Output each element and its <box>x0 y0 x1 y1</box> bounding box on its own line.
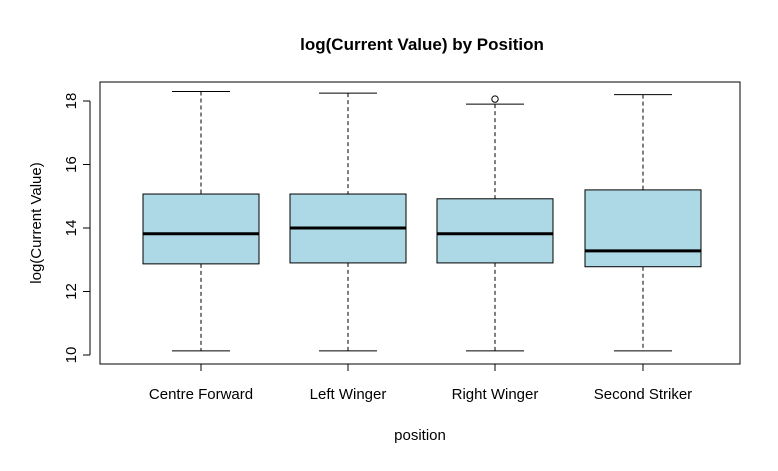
box-4 <box>584 94 702 352</box>
chart-title: log(Current Value) by Position <box>300 35 544 54</box>
boxes-layer <box>142 90 702 352</box>
x-tick-label: Right Winger <box>452 386 539 403</box>
y-tick-label: 18 <box>63 93 80 110</box>
box-3 <box>436 95 554 352</box>
y-tick-label: 16 <box>63 156 80 173</box>
x-tick-label: Second Striker <box>594 386 692 403</box>
iqr-box <box>584 189 702 268</box>
iqr-box <box>436 198 554 264</box>
outlier-point <box>491 95 499 103</box>
y-tick-label: 12 <box>63 283 80 300</box>
y-axis: 10 12 14 16 18 <box>63 93 91 364</box>
box-1 <box>142 90 260 352</box>
x-tick-label: Left Winger <box>310 386 387 403</box>
plot-frame <box>99 81 741 365</box>
y-tick-label: 14 <box>63 220 80 237</box>
y-tick-label: 10 <box>63 347 80 364</box>
x-axis: Centre Forward Left Winger Right Winger Sec… <box>149 364 692 403</box>
x-axis-label: position <box>394 427 446 444</box>
y-axis-label: log(Current Value) <box>28 162 45 283</box>
x-tick-label: Centre Forward <box>149 386 253 403</box>
box-2 <box>289 92 407 352</box>
iqr-box <box>142 193 260 265</box>
